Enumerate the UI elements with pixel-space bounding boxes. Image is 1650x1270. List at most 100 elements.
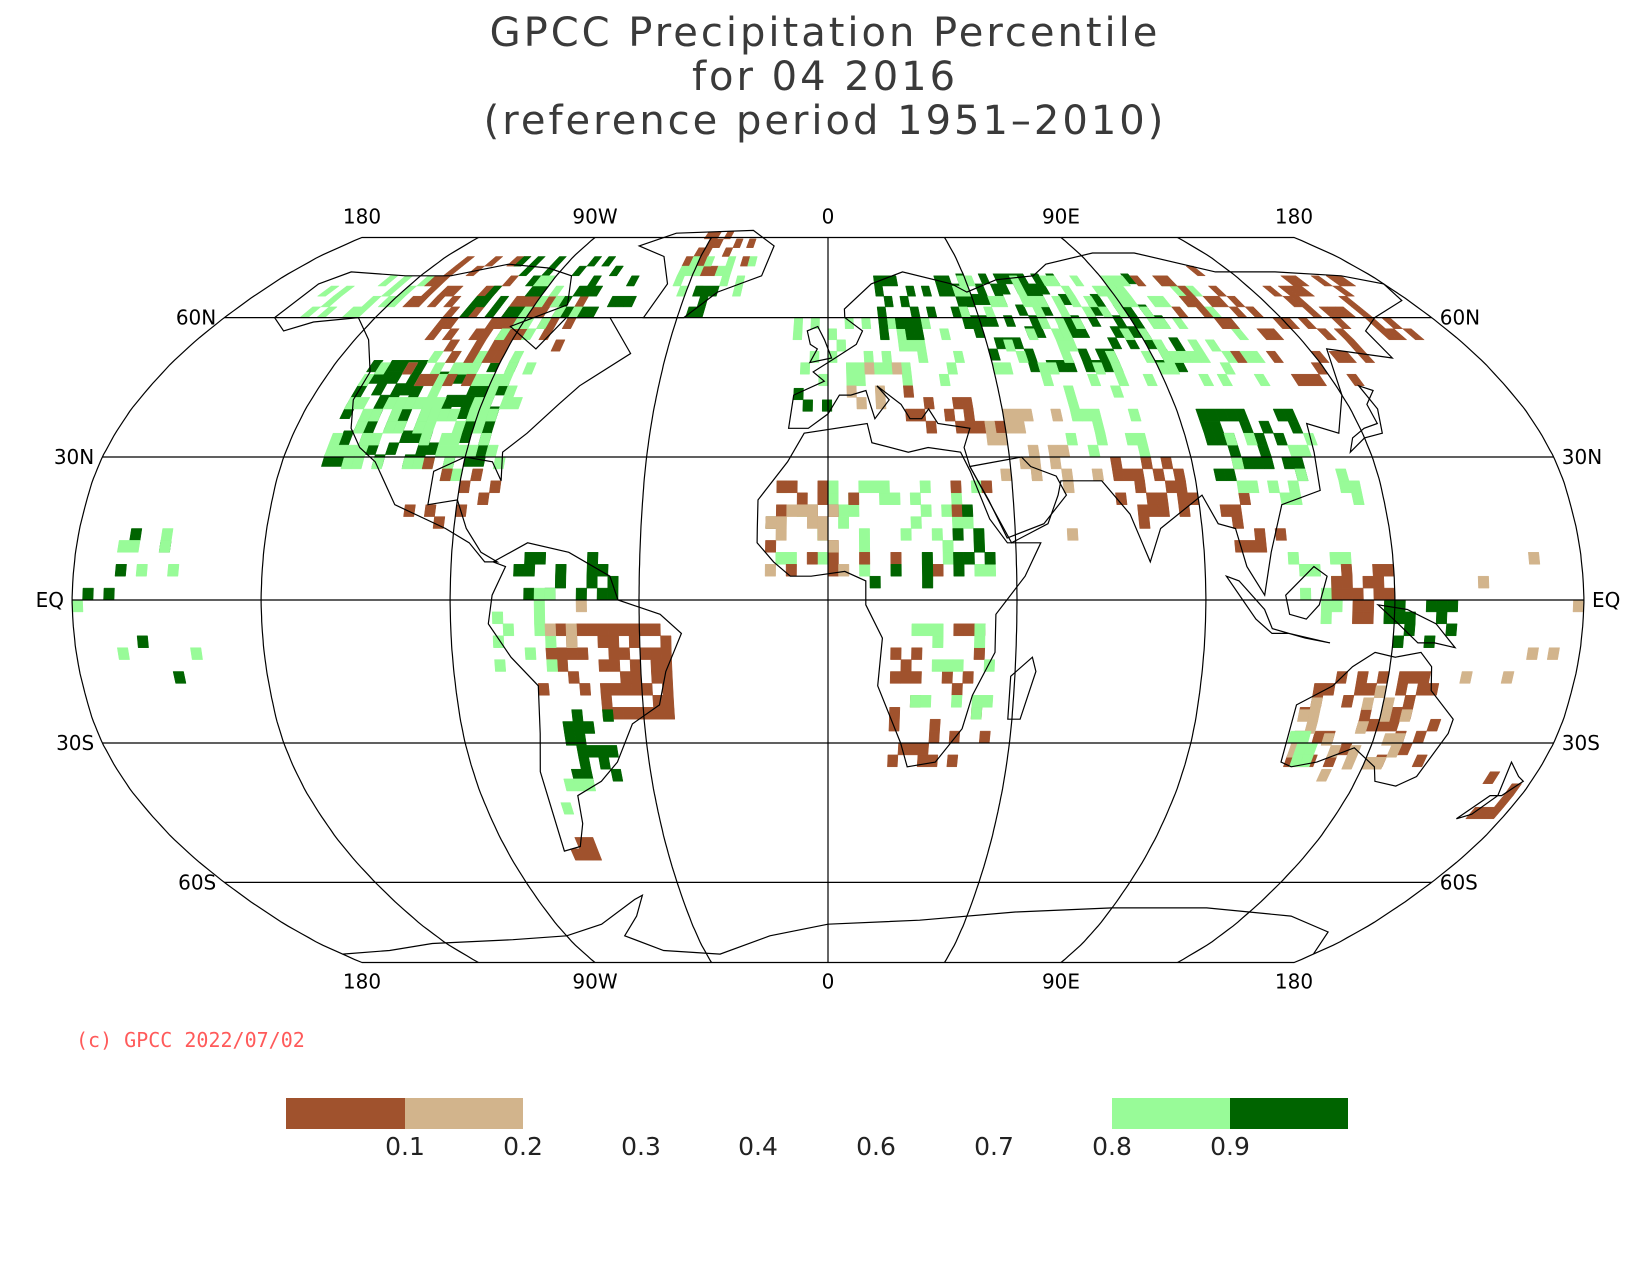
percentile-cell (765, 516, 777, 529)
percentile-cell (911, 623, 923, 637)
legend-label: 0.1 (385, 1132, 425, 1161)
percentile-cell (1425, 599, 1438, 613)
percentile-cell (786, 504, 798, 517)
percentile-cell (838, 564, 850, 577)
percentile-cell (1310, 275, 1334, 287)
percentile-cell (1027, 444, 1040, 458)
percentile-cell (911, 647, 923, 660)
percentile-cell (1355, 671, 1369, 684)
percentile-cell (1402, 695, 1417, 708)
percentile-cell (513, 256, 532, 267)
percentile-cell (764, 564, 776, 577)
percentile-cell (817, 480, 829, 494)
percentile-cell (586, 575, 598, 589)
percentile-cell (1297, 317, 1318, 329)
percentile-cell (926, 754, 939, 768)
percentile-cell (503, 385, 518, 398)
legend-label: 0.6 (856, 1132, 896, 1161)
percentile-cell (572, 285, 588, 297)
percentile-cell (441, 373, 458, 387)
percentile-cell (1029, 273, 1045, 285)
percentile-cell (925, 420, 938, 434)
percentile-cell (889, 707, 901, 720)
percentile-cell (1362, 575, 1374, 589)
percentile-cell (941, 504, 953, 517)
percentile-cell (610, 768, 624, 782)
percentile-cell (963, 623, 976, 637)
percentile-cell (533, 599, 545, 613)
percentile-cell (578, 757, 592, 770)
percentile-cell (827, 552, 839, 565)
percentile-cell (544, 587, 556, 601)
percentile-cell (556, 647, 568, 660)
percentile-cell (953, 552, 965, 565)
percentile-cell (1091, 362, 1107, 375)
percentile-cell (1198, 373, 1215, 387)
lon-label-top: 0 (822, 204, 835, 228)
percentile-cell (598, 757, 611, 770)
percentile-cell (1482, 771, 1501, 784)
percentile-cell (920, 285, 933, 297)
percentile-cell (1340, 564, 1353, 577)
coastline-north-america (273, 263, 632, 563)
percentile-cell (1066, 397, 1080, 410)
percentile-cell (953, 564, 965, 577)
percentile-cell (586, 275, 603, 287)
percentile-cell (1109, 456, 1123, 470)
percentile-cell (973, 540, 986, 553)
percentile-cell (533, 587, 545, 601)
percentile-cell (1088, 408, 1103, 422)
percentile-cell (1316, 328, 1338, 341)
title-line-2: for 04 2016 (691, 54, 959, 100)
percentile-cell (1255, 540, 1268, 553)
percentile-cell (1372, 564, 1384, 577)
percentile-cell (533, 611, 546, 625)
percentile-cell (423, 504, 437, 517)
percentile-cell (1392, 635, 1405, 648)
percentile-cell (1309, 697, 1323, 710)
coastline-borneo (1285, 565, 1328, 620)
percentile-cell (1459, 671, 1473, 684)
percentile-cell (1219, 362, 1236, 375)
percentile-cell (1360, 697, 1375, 710)
percentile-cell (424, 328, 443, 341)
percentile-cell (1435, 611, 1448, 625)
percentile-cell (891, 362, 903, 375)
percentile-cell (1127, 408, 1142, 422)
percentile-cell (1258, 420, 1274, 434)
percentile-cell (1106, 337, 1123, 350)
percentile-cell (598, 659, 610, 672)
percentile-cell (938, 373, 951, 387)
percentile-cell (1412, 730, 1428, 744)
percentile-cell (524, 647, 537, 660)
percentile-cell (1057, 444, 1071, 458)
percentile-cell (1147, 504, 1160, 517)
percentile-cell (1094, 432, 1109, 446)
percentile-cell (903, 385, 915, 398)
percentile-cell (1049, 456, 1062, 470)
percentile-cell (534, 623, 546, 637)
percentile-cell (1310, 362, 1329, 375)
lat-label-right: 60N (1440, 306, 1480, 330)
percentile-cell (900, 671, 912, 684)
percentile-cell (442, 295, 462, 308)
percentile-cell (1246, 480, 1260, 494)
percentile-cell (786, 480, 798, 494)
percentile-cell (1234, 408, 1250, 422)
percentile-cell (1137, 504, 1150, 517)
percentile-cell (1274, 528, 1287, 541)
percentile-cell (1030, 468, 1043, 482)
percentile-cell (951, 683, 963, 696)
percentile-cell (889, 492, 901, 505)
percentile-cell (942, 552, 954, 565)
percentile-cell (1301, 306, 1324, 318)
percentile-cell (623, 295, 637, 308)
percentile-cell (821, 399, 833, 412)
percentile-cell (1134, 432, 1149, 446)
percentile-cell (1572, 599, 1585, 613)
percentile-cell (952, 659, 964, 672)
percentile-cell (454, 256, 476, 267)
percentile-cell (1230, 328, 1250, 341)
percentile-cell (973, 528, 985, 541)
percentile-cell (619, 671, 632, 684)
